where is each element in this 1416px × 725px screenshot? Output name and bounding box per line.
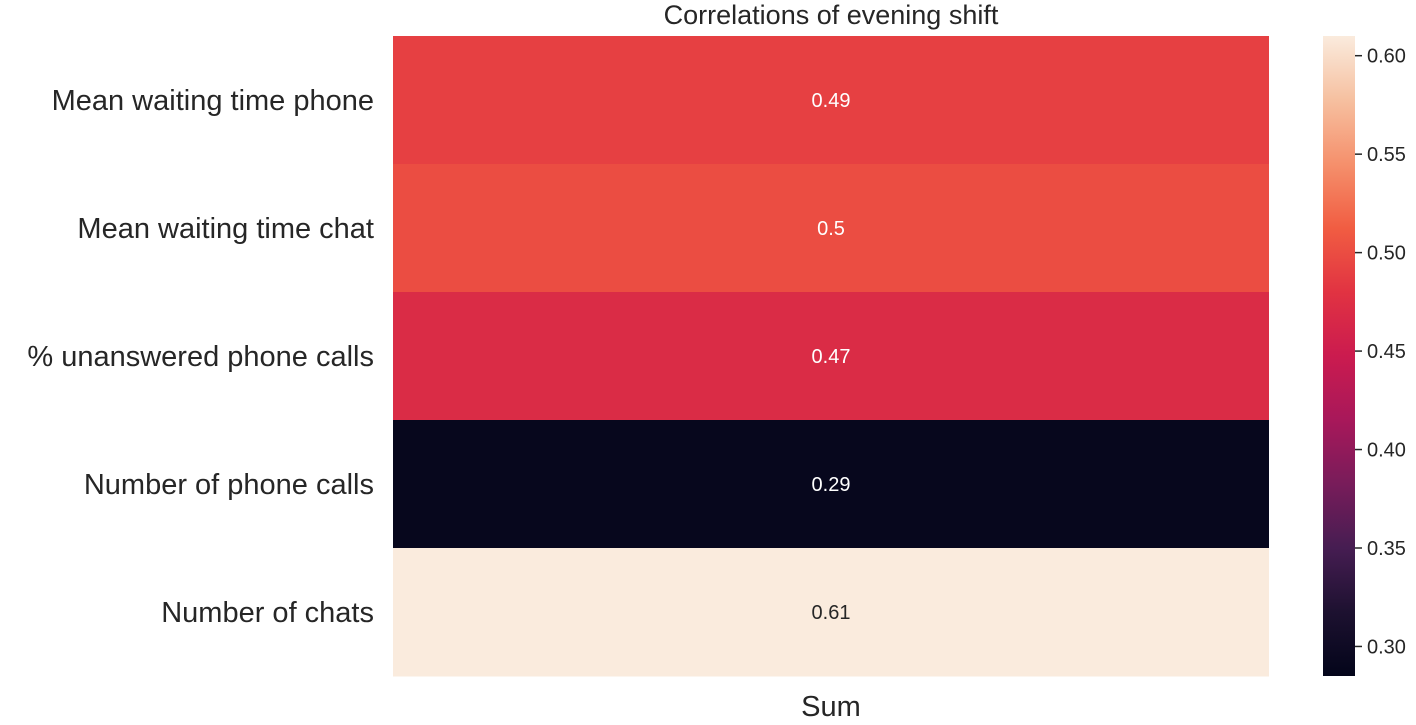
colorbar-tick-label: 0.40 (1367, 440, 1406, 462)
chart-title: Correlations of evening shift (664, 0, 999, 30)
colorbar-gradient (1323, 36, 1355, 676)
colorbar-tick-label: 0.45 (1367, 341, 1406, 363)
cell-value-label: 0.5 (817, 218, 845, 240)
cell-value-label: 0.29 (812, 474, 851, 496)
row-tick-label: Mean waiting time phone (52, 85, 374, 117)
cell-value-label: 0.61 (812, 602, 851, 624)
heatmap-cell (393, 164, 1269, 293)
colorbar-tick-label: 0.55 (1367, 144, 1406, 166)
heatmap-cell (393, 420, 1269, 549)
heatmap-row-labels: Mean waiting time phone Mean waiting time… (27, 85, 374, 629)
colorbar: 0.30 0.35 0.40 0.45 0.50 0.55 0.60 (1323, 36, 1406, 676)
cell-value-label: 0.49 (812, 90, 851, 112)
heatmap-cells (393, 36, 1269, 677)
cell-value-label: 0.47 (812, 346, 851, 368)
row-tick-label: % unanswered phone calls (27, 341, 374, 373)
row-tick-label: Number of chats (161, 597, 374, 629)
heatmap-cell (393, 548, 1269, 677)
colorbar-tick-label: 0.30 (1367, 636, 1406, 658)
colorbar-tick-label: 0.35 (1367, 538, 1406, 560)
colorbar-tick-label: 0.50 (1367, 243, 1406, 265)
heatmap-column-labels: Sum (801, 691, 861, 723)
row-tick-label: Mean waiting time chat (77, 213, 374, 245)
column-tick-label: Sum (801, 691, 861, 720)
heatmap-cell-labels: 0.49 0.5 0.47 0.29 0.61 (812, 90, 851, 624)
heatmap-cell (393, 36, 1269, 165)
row-tick-label: Number of phone calls (84, 469, 374, 501)
colorbar-tick-label: 0.60 (1367, 46, 1406, 68)
heatmap-cell (393, 292, 1269, 421)
